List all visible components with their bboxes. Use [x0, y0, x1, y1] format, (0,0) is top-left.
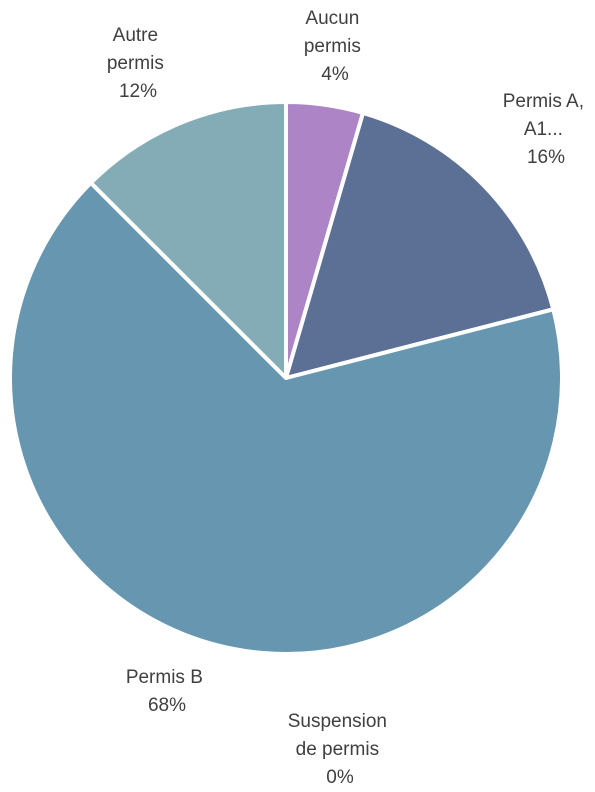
- pie-slices: [8, 100, 565, 656]
- slice-permis-a-a1: [284, 110, 556, 380]
- pie-labels: Aucun permis 4% Permis A, A1... 16% Susp…: [107, 8, 590, 788]
- slice-autre-permis: [88, 100, 288, 380]
- label-autre-permis: Autre permis 12%: [107, 25, 169, 102]
- label-suspension-de-permis: Suspension de permis 0%: [288, 711, 393, 788]
- label-aucun-permis: Aucun permis 4%: [304, 8, 366, 85]
- label-permis-b: Permis B 68%: [126, 667, 208, 716]
- label-permis-a: Permis A, A1... 16%: [503, 91, 590, 168]
- slice-permis-b: [8, 180, 565, 656]
